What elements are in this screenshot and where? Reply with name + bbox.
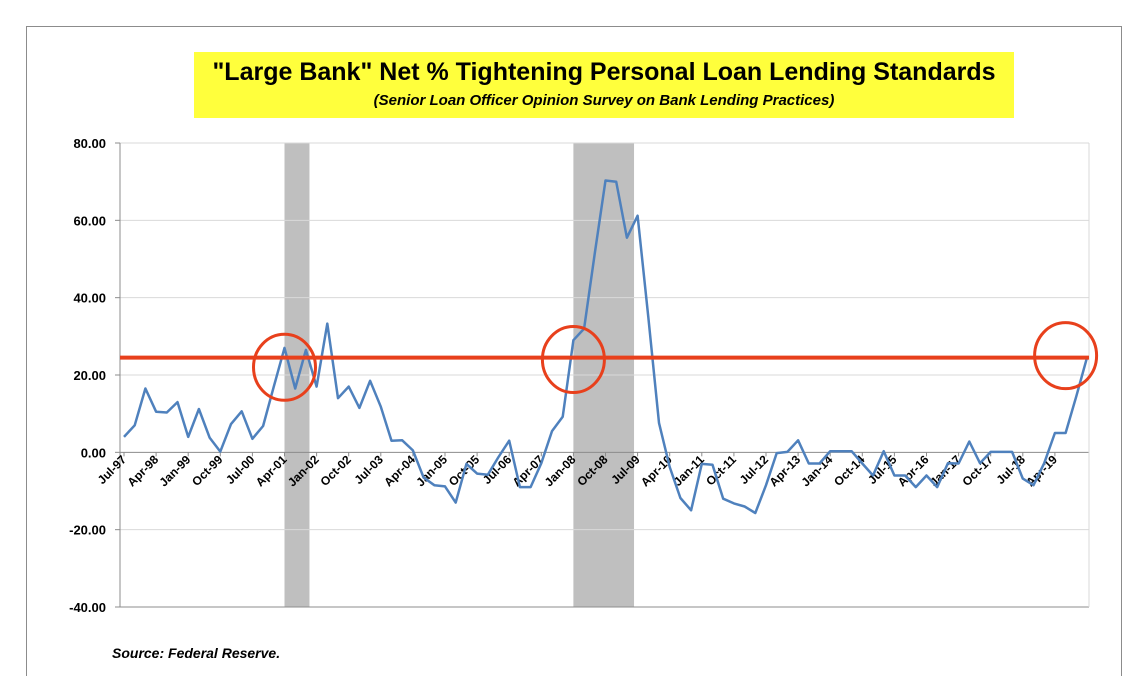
x-tick-label-3: Oct-99: [189, 452, 226, 489]
x-tick-label-9: Apr-04: [381, 452, 418, 489]
x-tick-label-8: Jul-03: [351, 452, 386, 487]
gridlines: [120, 142, 1089, 531]
x-tick-label-19: Oct-11: [703, 452, 739, 488]
x-tick-label-5: Apr-01: [253, 452, 290, 489]
y-tick-label-4: 0.00: [81, 445, 106, 460]
y-tick-label-2: 40.00: [73, 291, 106, 306]
highlight-circle-2: [1033, 321, 1099, 391]
chart-subtitle: (Senior Loan Officer Opinion Survey on B…: [373, 92, 835, 109]
x-tick-label-22: Jan-14: [799, 452, 836, 489]
x-tick-label-23: Oct-14: [831, 452, 868, 489]
highlight-circle-0: [252, 332, 317, 402]
highlight-circles: [252, 321, 1099, 402]
y-tick-label-6: -40.00: [69, 600, 106, 615]
x-tick-label-14: Jan-08: [542, 452, 579, 489]
x-tick-label-17: Apr-10: [638, 452, 675, 489]
series-line-0: [123, 179, 1089, 515]
source-note: Source: Federal Reserve.: [112, 645, 281, 661]
x-tick-label-7: Oct-02: [318, 452, 355, 489]
y-tick-label-1: 60.00: [73, 213, 106, 228]
y-tick-label-3: 20.00: [73, 368, 106, 383]
title-banner: "Large Bank" Net % Tightening Personal L…: [194, 52, 1014, 118]
x-tick-label-1: Apr-98: [124, 452, 161, 489]
x-tick-label-4: Jul-00: [223, 452, 258, 487]
y-tick-label-5: -20.00: [69, 523, 106, 538]
series: [123, 179, 1089, 515]
y-tick-label-0: 80.00: [73, 136, 106, 151]
x-tick-label-24: Jul-15: [865, 452, 900, 487]
y-tick-labels: 80.00 60.00 40.00 20.00 0.00 -20.00 -40.00: [69, 136, 106, 615]
chart-title: "Large Bank" Net % Tightening Personal L…: [212, 58, 996, 86]
x-tick-label-28: Jul-18: [993, 452, 1028, 487]
x-tick-label-2: Jan-99: [157, 452, 194, 489]
highlight-circle-1: [540, 325, 606, 395]
